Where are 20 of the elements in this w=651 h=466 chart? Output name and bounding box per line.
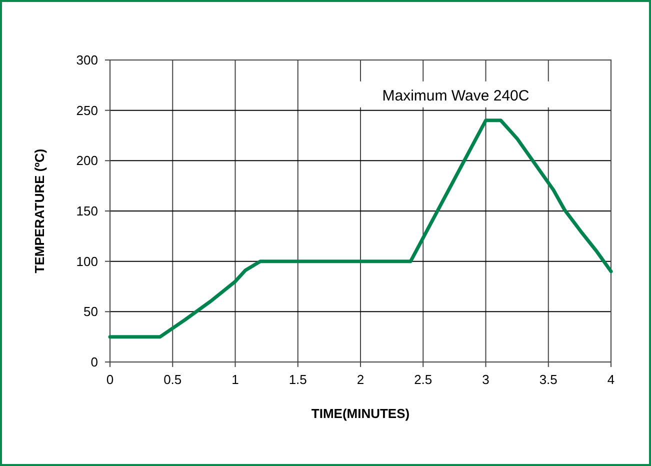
x-tick-label: 1.5 [288,372,307,387]
y-tick-label: 150 [76,204,98,218]
y-tick-label: 200 [76,153,98,168]
x-tick-label: 0 [106,372,114,387]
x-axis-title: TIME(MINUTES) [311,406,410,421]
y-tick-label: 300 [76,52,98,68]
x-tick-label: 1 [232,372,239,387]
x-tick-label: 3.5 [539,372,558,387]
y-tick-label: 50 [84,304,98,320]
y-axis-title: TEMPERATURE (ºC) [32,148,47,274]
y-tick-label: 0 [90,354,98,370]
annotation: Maximum Wave 240C [382,87,530,104]
y-tick-label: 250 [76,102,98,118]
y-tick-label: 100 [76,254,98,269]
x-tick-label: 3 [482,372,490,387]
x-tick-label: 4 [607,372,615,387]
x-tick-label: 2.5 [414,372,432,387]
line-series [108,118,613,339]
x-tick-label: 2 [356,372,364,387]
x-tick-label: 0.5 [164,372,182,387]
